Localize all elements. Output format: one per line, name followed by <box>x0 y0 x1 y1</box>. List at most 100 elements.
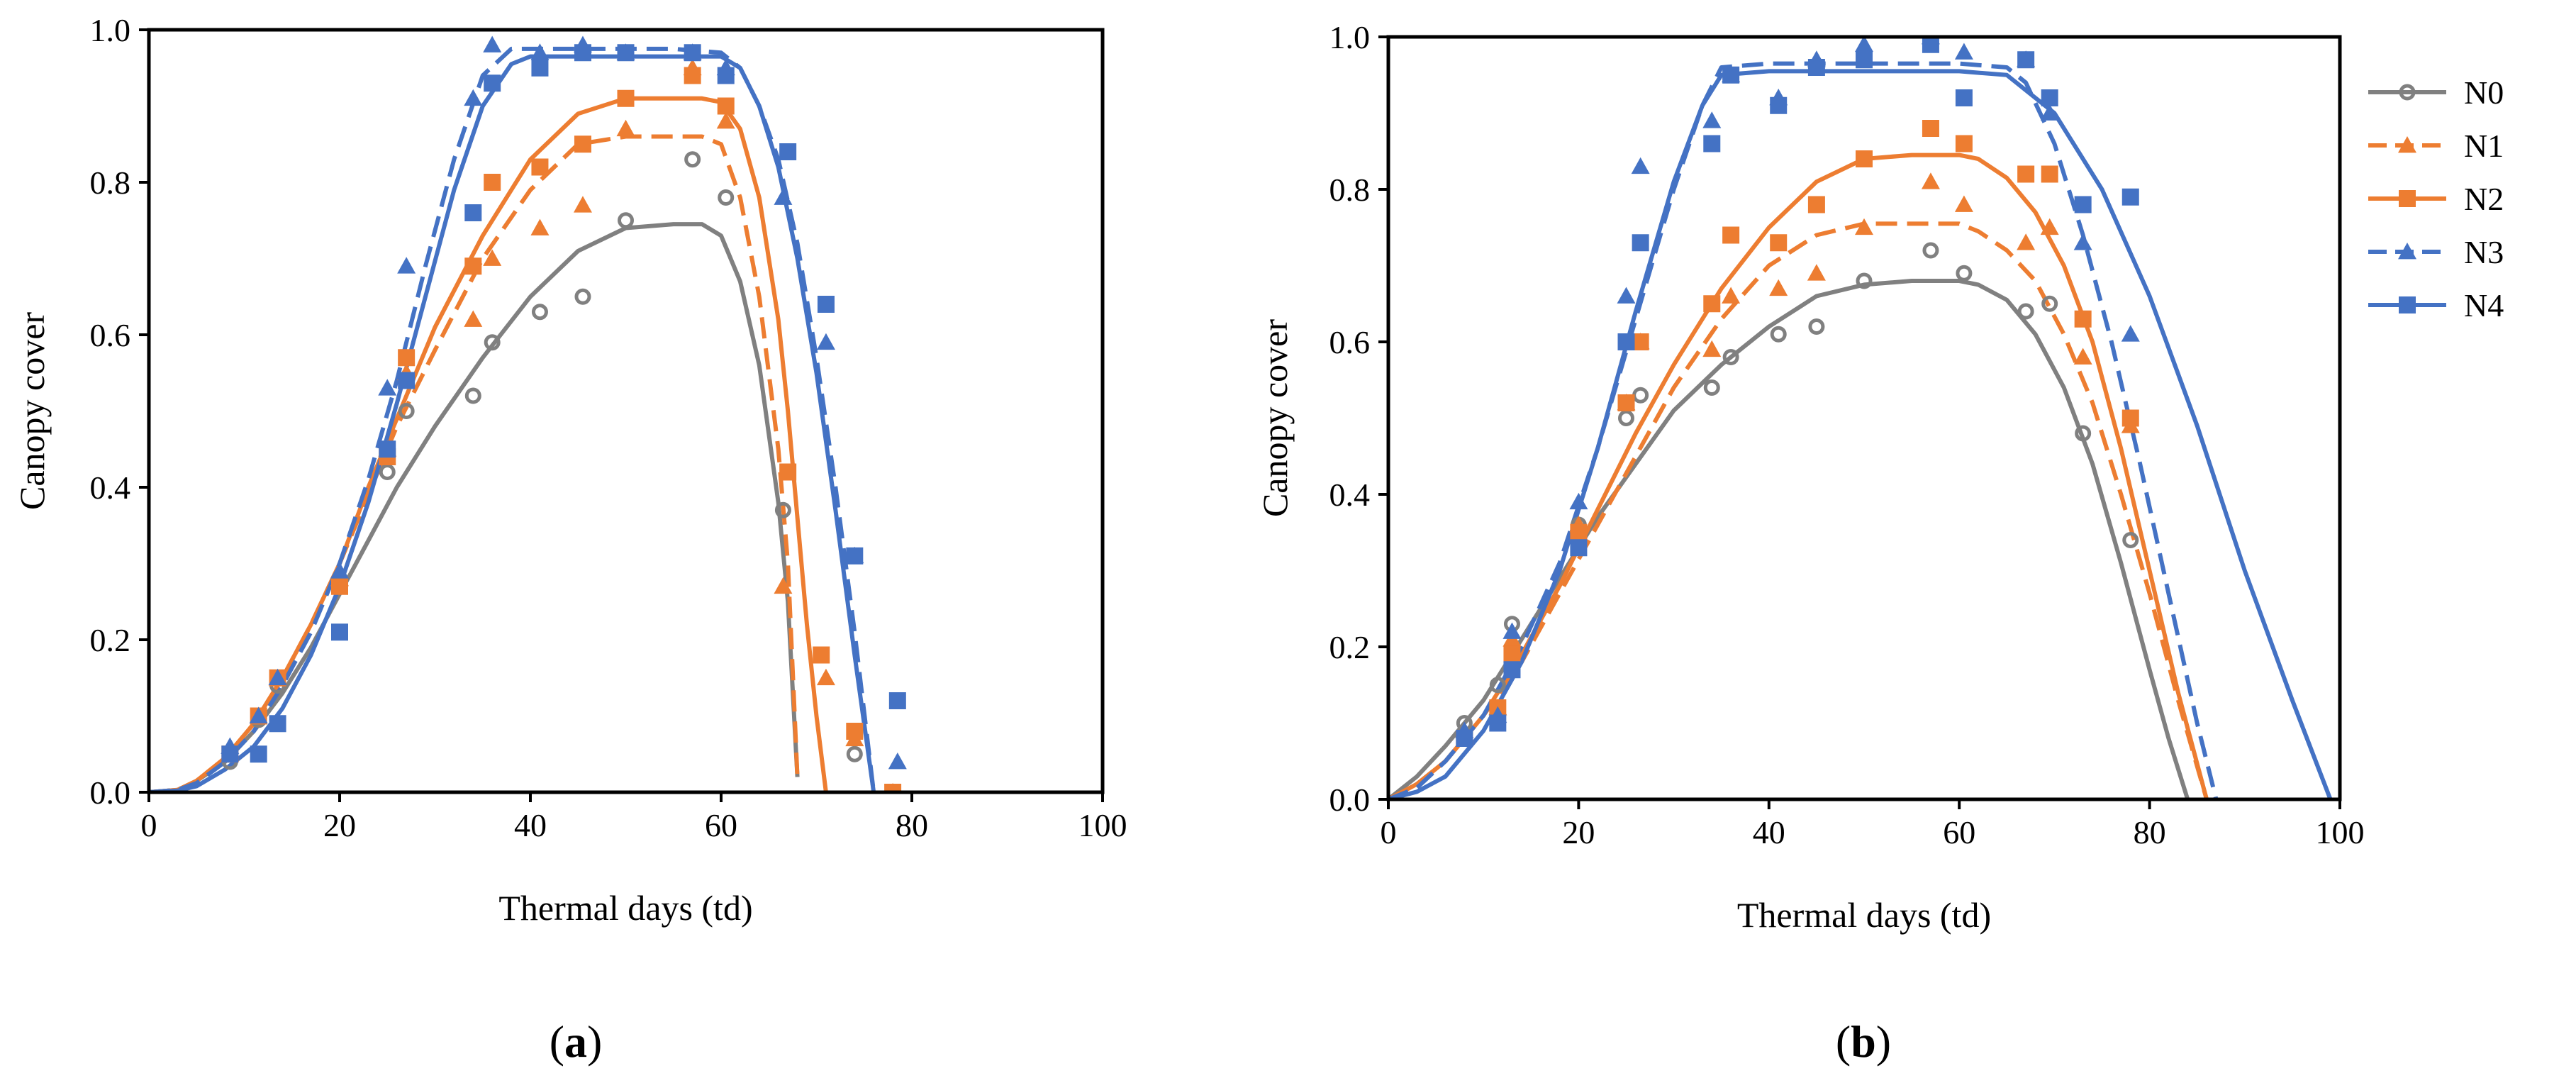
data-point-n1 <box>1954 195 1973 212</box>
data-point-n1 <box>483 249 502 266</box>
data-point-n3 <box>1702 111 1722 128</box>
legend-item-n4: N4 <box>2368 287 2504 323</box>
data-point-n4 <box>269 715 286 733</box>
x-tick-label: 100 <box>2316 814 2365 850</box>
data-point-n0 <box>2017 303 2034 320</box>
data-point-n2 <box>1922 120 1939 137</box>
data-point-n3 <box>1954 43 1973 60</box>
data-point-n4 <box>379 440 396 458</box>
data-point-n4 <box>846 547 864 565</box>
data-point-n4 <box>1922 37 1939 53</box>
x-tick-label: 0 <box>141 807 157 843</box>
x-tick-label: 40 <box>514 807 547 843</box>
data-point-n1 <box>1855 218 1873 235</box>
data-point-n3 <box>397 257 416 274</box>
data-point-n2 <box>331 577 348 595</box>
data-point-n0 <box>1856 272 1873 289</box>
data-point-n0 <box>464 387 481 404</box>
data-point-n4 <box>464 204 482 221</box>
data-point-n4 <box>1770 96 1788 114</box>
data-point-n4 <box>574 44 591 62</box>
data-point-n1 <box>464 310 483 327</box>
x-tick-label: 100 <box>1078 807 1127 843</box>
legend-marker <box>2398 243 2416 260</box>
data-point-n0 <box>1703 379 1720 396</box>
data-point-n4 <box>888 692 906 709</box>
x-tick-label: 20 <box>323 807 356 843</box>
data-point-n2 <box>617 89 635 107</box>
data-point-n4 <box>779 143 797 160</box>
y-axis-title: Canopy cover <box>1255 319 1295 517</box>
data-point-n2 <box>1632 333 1649 350</box>
x-tick-label: 60 <box>705 807 737 843</box>
data-point-n0 <box>2075 425 2092 442</box>
x-tick-label: 40 <box>1753 814 1785 850</box>
data-point-n3 <box>816 333 835 350</box>
data-point-n4 <box>1703 135 1721 152</box>
data-point-n0 <box>531 304 548 321</box>
data-point-n1 <box>573 196 592 213</box>
data-point-n4 <box>2074 196 2092 213</box>
data-point-n4 <box>484 74 501 92</box>
data-point-n2 <box>574 135 591 153</box>
data-point-n1 <box>616 119 635 137</box>
data-point-n1 <box>530 218 550 235</box>
data-point-n2 <box>398 349 416 367</box>
data-point-n3 <box>1617 287 1636 304</box>
data-point-n4 <box>250 745 267 763</box>
series-line-n1 <box>1388 221 2209 799</box>
data-point-n3 <box>888 753 907 770</box>
data-point-n4 <box>1856 51 1873 69</box>
data-point-n3 <box>330 562 349 579</box>
data-point-n0 <box>2122 532 2139 548</box>
legend: N0 N1 N2 N3 N4 <box>2368 74 2504 323</box>
data-point-n0 <box>484 334 501 351</box>
data-point-n0 <box>718 189 735 206</box>
data-point-n1 <box>716 112 735 129</box>
series-line-n3 <box>1388 61 2219 799</box>
x-tick-label: 80 <box>896 807 928 843</box>
data-point-n2 <box>1770 234 1788 252</box>
data-point-n1 <box>1769 279 1788 296</box>
data-point-n2 <box>2041 165 2058 183</box>
x-tick-label: 20 <box>1562 814 1595 850</box>
data-point-n3 <box>378 379 397 396</box>
chart-panel-a: 0 20 40 60 80 100 0.0 0.2 0.4 0.6 0.8 1.0 Thermal da… <box>12 12 1127 1067</box>
data-point-n1 <box>1921 172 1940 189</box>
series-line-n4 <box>149 54 876 792</box>
data-point-n2 <box>531 158 549 176</box>
data-point-n0 <box>1618 410 1634 426</box>
data-point-n2 <box>2121 409 2139 427</box>
data-point-n2 <box>884 784 902 792</box>
data-point-n3 <box>2121 325 2140 342</box>
data-point-n3 <box>1502 622 1522 639</box>
data-point-n4 <box>531 59 549 77</box>
data-point-n2 <box>1503 645 1521 663</box>
data-point-n4 <box>2121 188 2139 206</box>
data-point-n1 <box>2040 218 2059 235</box>
y-tick-label: 0.2 <box>1329 629 1371 665</box>
data-point-n4 <box>398 372 416 389</box>
x-axis-title: Thermal days (td) <box>1737 895 1991 935</box>
data-point-n4 <box>817 296 835 313</box>
legend-label: N0 <box>2464 74 2504 111</box>
plot-area <box>1388 37 2333 799</box>
y-tick-label: 0.6 <box>90 317 131 353</box>
data-point-n4 <box>1722 66 1740 84</box>
y-axis-title: Canopy cover <box>12 312 52 510</box>
data-point-n0 <box>1722 349 1739 365</box>
data-point-n3 <box>1855 37 1873 52</box>
y-tick-label: 1.0 <box>90 12 131 48</box>
data-point-n0 <box>1632 387 1649 404</box>
x-tick-label: 0 <box>1381 814 1397 850</box>
y-tick-label: 0.4 <box>1329 477 1371 513</box>
plot-frame <box>1386 35 2342 801</box>
legend-item-n3: N3 <box>2368 234 2504 270</box>
data-point-n4 <box>1807 59 1825 76</box>
data-point-n2 <box>1703 295 1721 313</box>
legend-item-n2: N2 <box>2368 181 2504 217</box>
data-point-n2 <box>684 67 701 84</box>
series-line-n0 <box>1388 279 2190 799</box>
data-point-n2 <box>779 463 797 481</box>
